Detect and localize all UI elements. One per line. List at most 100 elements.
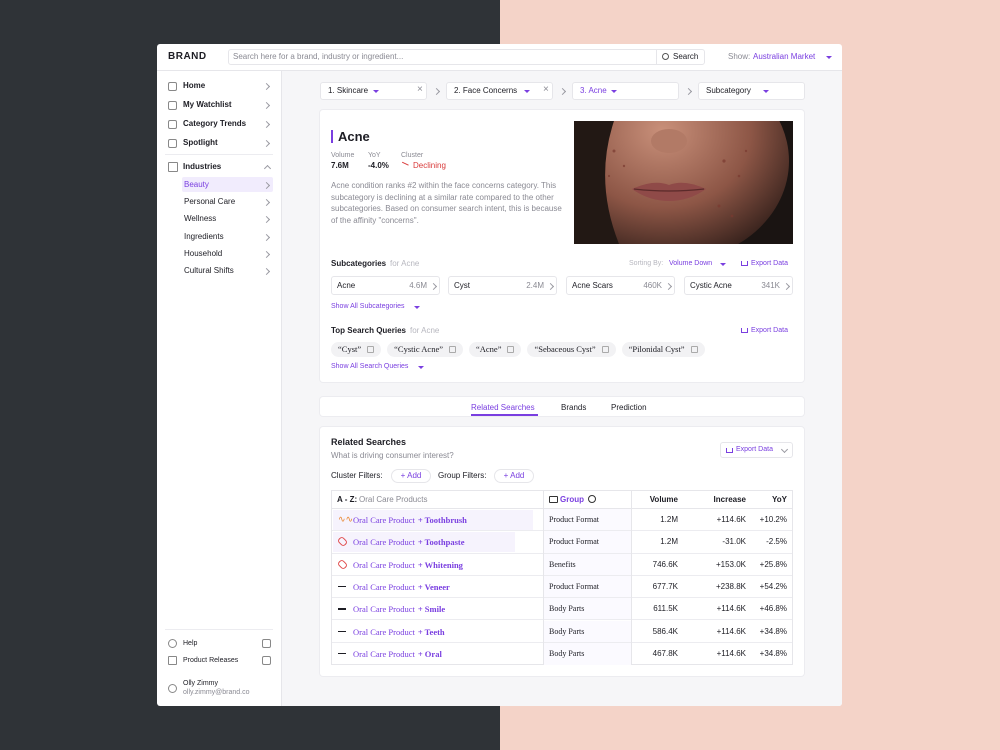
external-icon — [507, 346, 515, 353]
row-group: Body Parts — [544, 620, 631, 643]
query-chip[interactable]: “Sebaceous Cyst” — [527, 342, 616, 357]
queries-title: Top Search Queries — [331, 326, 406, 335]
row-icon: ∿∿ — [338, 514, 354, 524]
query-chip[interactable]: “Pilonidal Cyst” — [621, 342, 705, 357]
caret — [524, 90, 530, 93]
industry-item[interactable]: Ingredients — [184, 232, 224, 241]
show-all-queries[interactable]: Show All Search Queries — [331, 363, 409, 370]
query-text: “Cyst” — [338, 344, 362, 354]
keyword-base: Oral Care Product — [353, 537, 415, 548]
search-button[interactable]: Search — [673, 52, 699, 61]
related-title: Related Searches — [331, 437, 407, 447]
query-chip[interactable]: “Cystic Acne” — [387, 342, 463, 357]
table-header — [331, 490, 793, 509]
row-group: Body Parts — [544, 642, 631, 666]
breadcrumb-pill[interactable] — [572, 82, 679, 100]
industry-item[interactable]: Household — [184, 249, 223, 258]
export-label: Export Data — [736, 446, 773, 453]
subcategory-value: 4.6M — [409, 281, 427, 290]
search-box[interactable] — [228, 49, 705, 65]
column-yoy: YoY — [772, 495, 787, 504]
column-divider — [543, 490, 544, 665]
subcategory-name: Acne — [337, 281, 356, 290]
query-chip[interactable]: “Acne” — [469, 342, 522, 357]
row-icon — [338, 630, 346, 632]
product-releases[interactable]: Product Releases — [183, 657, 239, 664]
row-keyword[interactable]: Oral Care Product + Oral — [353, 643, 442, 665]
subcategory-chip[interactable] — [448, 276, 557, 295]
caret — [763, 90, 769, 93]
breadcrumb-pill[interactable] — [698, 82, 805, 100]
export-dropdown[interactable] — [720, 442, 793, 458]
column-name: Oral Care Products — [359, 495, 428, 504]
nav-item[interactable]: Home — [183, 81, 206, 90]
external-icon — [449, 346, 456, 353]
related-subtitle: What is driving consumer interest? — [331, 451, 454, 460]
subcategory-name: Cystic Acne — [690, 281, 732, 290]
row-icon — [338, 608, 346, 610]
cluster-add[interactable]: + Add — [391, 469, 431, 483]
row-increase: +114.6K — [689, 509, 752, 532]
keyword-term: + Toothpaste — [417, 537, 465, 548]
industries[interactable]: Industries — [183, 162, 222, 171]
row-keyword[interactable]: Oral Care Product + Toothbrush — [353, 509, 467, 531]
stat-value: -4.0% — [368, 161, 389, 170]
export-button[interactable]: Export Data — [751, 327, 788, 334]
overview-title: Acne — [338, 129, 370, 144]
caret — [826, 56, 832, 59]
external-icon — [262, 639, 271, 648]
tab[interactable]: Related Searches — [471, 403, 535, 412]
subcategory-name: Acne Scars — [572, 281, 613, 290]
row-keyword[interactable]: Oral Care Product + Toothpaste — [353, 531, 465, 553]
subcategory-value: 341K — [761, 281, 780, 290]
breadcrumb-pill[interactable] — [446, 82, 553, 100]
subcategory-chip[interactable] — [684, 276, 793, 295]
industry-item[interactable]: Personal Care — [184, 197, 236, 206]
nav-item[interactable]: Spotlight — [183, 138, 218, 147]
query-chip[interactable]: “Cyst” — [331, 342, 382, 357]
keyword-base: Oral Care Product — [353, 559, 415, 570]
row-cell — [332, 576, 543, 599]
keyword-base: Oral Care Product — [353, 626, 415, 637]
tab[interactable]: Prediction — [611, 403, 647, 412]
keyword-term: + Toothbrush — [417, 515, 467, 525]
subcategory-chip[interactable] — [566, 276, 675, 295]
user-name: Olly Zimmy — [183, 680, 218, 687]
nav-item[interactable]: My Watchlist — [183, 100, 232, 109]
industry-item[interactable]: Beauty — [184, 180, 209, 189]
stat-label: Volume — [331, 152, 355, 159]
sorting-select[interactable]: Volume Down — [669, 260, 713, 267]
industry-item[interactable]: Cultural Shifts — [184, 266, 234, 275]
search-placeholder: Search here for a brand, industry or ing… — [233, 52, 404, 61]
breadcrumb-label: 3. Acne — [580, 86, 607, 95]
row-keyword[interactable]: Oral Care Product + Smile — [353, 598, 445, 620]
help[interactable]: Help — [183, 640, 198, 647]
row-cell — [332, 509, 543, 532]
row-group: Benefits — [544, 553, 631, 576]
export-button[interactable]: Export Data — [751, 260, 788, 267]
keyword-term: + Smile — [417, 604, 446, 615]
releases-icon — [168, 656, 177, 665]
tabs-bar — [320, 397, 804, 416]
show-all-subcategories[interactable]: Show All Subcategories — [331, 303, 405, 310]
clear-icon: × — [417, 84, 423, 95]
row-volume: 746.6K — [632, 554, 689, 576]
column-group[interactable]: Group — [560, 495, 584, 504]
row-keyword[interactable]: Oral Care Product + Whitening — [353, 554, 463, 576]
row-keyword[interactable]: Oral Care Product + Teeth — [353, 621, 445, 643]
subcategory-value: 2.4M — [526, 281, 544, 290]
sorting-label: Sorting By: — [629, 260, 664, 267]
row-keyword[interactable]: Oral Care Product + Veneer — [353, 576, 450, 598]
industry-item[interactable]: Wellness — [184, 214, 217, 223]
nav-item[interactable]: Category Trends — [183, 119, 247, 128]
subcategory-chip[interactable] — [331, 276, 440, 295]
query-text: “Sebaceous Cyst” — [534, 344, 596, 354]
external-icon — [690, 346, 698, 353]
stat-label: Cluster — [401, 152, 424, 159]
tab[interactable]: Brands — [561, 403, 587, 412]
market-select[interactable]: Australian Market — [753, 52, 816, 61]
row-cell — [332, 531, 543, 554]
nav-icon — [168, 120, 177, 129]
group-add[interactable]: + Add — [494, 469, 534, 483]
nav-icon — [168, 139, 177, 148]
